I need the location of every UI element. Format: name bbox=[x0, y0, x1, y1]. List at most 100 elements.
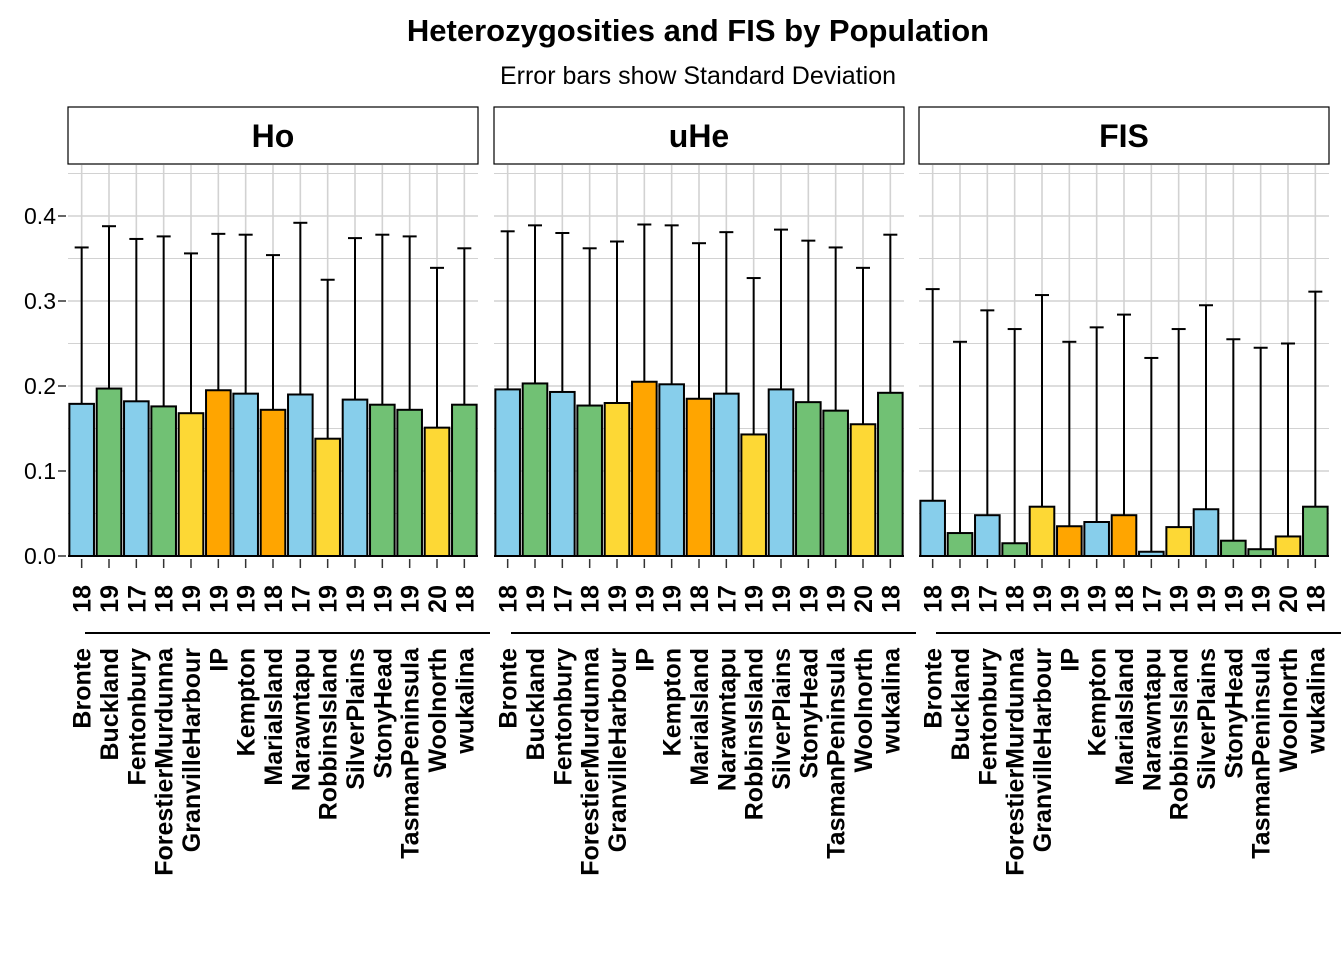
sample-size-label: 19 bbox=[823, 585, 851, 613]
bar-SilverPlains bbox=[767, 388, 795, 557]
sample-size-label: 19 bbox=[795, 585, 823, 613]
sample-size-label: 19 bbox=[1166, 585, 1194, 613]
sample-size-label: 19 bbox=[1029, 585, 1057, 613]
strip-box bbox=[493, 106, 905, 165]
bar-GranvilleHarbour bbox=[177, 412, 205, 558]
category-label: Narawntapu bbox=[287, 648, 315, 791]
bar-MariaIsland bbox=[259, 408, 287, 557]
bar-Fentonbury bbox=[123, 400, 150, 557]
sample-size-label: 20 bbox=[424, 585, 452, 613]
sample-size-label: 19 bbox=[1193, 585, 1221, 613]
bar-IP bbox=[1056, 525, 1083, 557]
sample-size-label: 19 bbox=[659, 585, 687, 613]
bar-Bronte bbox=[919, 499, 946, 557]
bar-Woolnorth bbox=[849, 423, 877, 557]
bar-SilverPlains bbox=[1192, 508, 1220, 557]
bar-GranvilleHarbour bbox=[1028, 505, 1056, 558]
bar-Fentonbury bbox=[549, 390, 576, 558]
sample-size-label: 17 bbox=[1138, 585, 1166, 613]
bar-Fentonbury bbox=[974, 514, 1001, 558]
sample-size-label: 17 bbox=[123, 585, 151, 613]
category-label: Bronte bbox=[495, 648, 523, 729]
sample-size-label: 18 bbox=[1111, 585, 1139, 613]
bar-MariaIsland bbox=[685, 397, 713, 557]
category-label: SilverPlains bbox=[342, 648, 370, 790]
category-label: StonyHead bbox=[369, 648, 397, 779]
sample-size-label: 19 bbox=[1084, 585, 1112, 613]
category-label: Kempton bbox=[233, 648, 261, 756]
category-label: Buckland bbox=[522, 648, 550, 761]
category-label: StonyHead bbox=[1220, 648, 1248, 779]
sample-size-label: 19 bbox=[947, 585, 975, 613]
category-label: TasmanPeninsula bbox=[1248, 647, 1276, 859]
bar-StonyHead bbox=[1220, 539, 1247, 558]
category-label: RobbinsIsland bbox=[1166, 648, 1194, 820]
bar-Kempton bbox=[232, 392, 259, 557]
category-label: MariaIsland bbox=[1111, 648, 1139, 786]
category-label: Bronte bbox=[69, 648, 97, 729]
sample-size-label: 19 bbox=[96, 585, 124, 613]
category-label: IP bbox=[631, 648, 659, 672]
category-label: Bronte bbox=[920, 648, 948, 729]
panel-fis: FIS 18 Bronte 19 Buckland 17 Fentonbury 18 Fores… bbox=[918, 106, 1341, 876]
category-label: Kempton bbox=[1084, 648, 1112, 756]
bar-StonyHead bbox=[795, 401, 822, 557]
sample-size-label: 17 bbox=[549, 585, 577, 613]
sample-size-label: 20 bbox=[1275, 585, 1303, 613]
sample-size-label: 18 bbox=[1302, 585, 1330, 613]
strip-label: FIS bbox=[1099, 118, 1149, 154]
bar-Bronte bbox=[68, 402, 95, 557]
category-label: ForestierMurdunna bbox=[151, 647, 179, 876]
category-label: Narawntapu bbox=[1138, 648, 1166, 791]
bar-ForestierMurdunna bbox=[576, 404, 603, 557]
bar-wukalina bbox=[1302, 505, 1329, 558]
sample-size-label: 19 bbox=[768, 585, 796, 613]
sample-size-label: 18 bbox=[151, 585, 179, 613]
category-label: StonyHead bbox=[795, 648, 823, 779]
sample-size-label: 19 bbox=[1248, 585, 1276, 613]
category-label: Kempton bbox=[659, 648, 687, 756]
category-label: GranvilleHarbour bbox=[178, 648, 206, 852]
sample-size-label: 19 bbox=[631, 585, 659, 613]
bar-RobbinsIsland bbox=[314, 437, 341, 558]
category-label: GranvilleHarbour bbox=[604, 648, 632, 852]
bar-wukalina bbox=[877, 391, 904, 557]
bar-Buckland bbox=[521, 382, 549, 558]
category-label: ForestierMurdunna bbox=[1002, 647, 1030, 876]
sample-size-label: 20 bbox=[850, 585, 878, 613]
bar-ForestierMurdunna bbox=[150, 405, 177, 557]
sample-size-label: 17 bbox=[974, 585, 1002, 613]
category-label: TasmanPeninsula bbox=[823, 647, 851, 859]
category-label: Buckland bbox=[947, 648, 975, 761]
category-label: IP bbox=[1056, 648, 1084, 672]
sample-size-label: 19 bbox=[741, 585, 769, 613]
bar-TasmanPeninsula bbox=[822, 409, 849, 557]
sample-size-label: 18 bbox=[877, 585, 905, 613]
category-label: MariaIsland bbox=[686, 648, 714, 786]
bar-Woolnorth bbox=[423, 426, 451, 557]
category-label: SilverPlains bbox=[1193, 648, 1221, 790]
bar-Woolnorth bbox=[1274, 535, 1302, 558]
category-label: SilverPlains bbox=[768, 648, 796, 790]
sample-size-label: 18 bbox=[69, 585, 97, 613]
bar-IP bbox=[205, 389, 232, 557]
bar-Narawntapu bbox=[287, 393, 314, 557]
sample-size-label: 19 bbox=[178, 585, 206, 613]
category-label: Buckland bbox=[96, 648, 124, 761]
strip-box bbox=[67, 106, 479, 165]
category-label: wukalina bbox=[1302, 647, 1330, 755]
sample-size-label: 19 bbox=[1056, 585, 1084, 613]
bar-Kempton bbox=[658, 383, 685, 557]
sample-size-label: 19 bbox=[205, 585, 233, 613]
bar-Bronte bbox=[494, 388, 521, 557]
bar-wukalina bbox=[451, 403, 478, 558]
sample-size-label: 19 bbox=[342, 585, 370, 613]
bar-Buckland bbox=[946, 532, 974, 557]
category-label: RobbinsIsland bbox=[315, 648, 343, 820]
bar-TasmanPeninsula bbox=[1247, 548, 1274, 558]
category-label: IP bbox=[205, 648, 233, 672]
sample-size-label: 18 bbox=[686, 585, 714, 613]
bar-ForestierMurdunna bbox=[1001, 542, 1028, 557]
